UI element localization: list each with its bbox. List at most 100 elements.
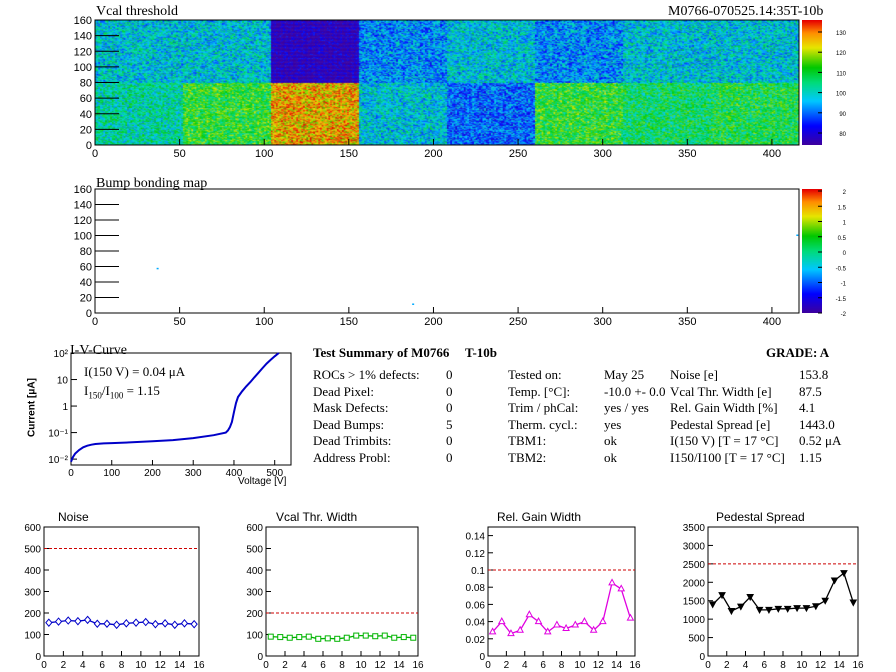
x-tick-label: 4	[80, 660, 86, 671]
data-point	[849, 599, 858, 607]
palette-label: -1	[841, 282, 847, 288]
summary-value: 1443.0	[799, 416, 835, 432]
data-point	[93, 619, 101, 629]
x-tick-label: 0	[92, 316, 98, 328]
summary-value: yes	[604, 416, 622, 432]
noise-plot-frame	[43, 526, 200, 657]
bump-defect-point	[156, 267, 159, 270]
x-tick-label: 0	[485, 660, 491, 671]
x-tick-label: 350	[678, 316, 696, 328]
y-tick-label: 20	[80, 293, 92, 305]
vcal-width-title: Vcal Thr. Width	[276, 510, 358, 524]
x-tick-label: 14	[393, 660, 405, 671]
palette-label: 120	[836, 51, 847, 57]
series-line	[270, 634, 414, 640]
x-tick-label: 0	[68, 468, 74, 479]
data-point	[765, 606, 773, 614]
data-point	[161, 619, 169, 628]
y-tick-label: 10⁻¹	[48, 429, 68, 440]
x-tick-label: 10	[355, 660, 367, 671]
data-point	[783, 605, 792, 613]
y-tick-label: 100	[246, 631, 263, 642]
vcal-threshold-heatmap	[95, 20, 799, 145]
x-tick-label: 16	[852, 660, 864, 671]
data-point	[305, 633, 312, 640]
y-tick-label: 0	[35, 652, 41, 663]
data-point	[45, 618, 53, 627]
data-point	[171, 620, 179, 630]
y-tick-label: 100	[24, 631, 41, 642]
palette-label: 1.5	[838, 205, 847, 211]
y-tick-label: 0	[699, 652, 705, 663]
gain-width-plot: 0 2 4 6 8 10 12 14 16 0 0.02 0.04 0.06 0.08 0.1 0.12 0.1…	[466, 526, 641, 671]
summary-label: Mask Defects:	[313, 400, 389, 416]
x-tick-label: 100	[255, 316, 273, 328]
data-point	[534, 617, 543, 625]
data-point	[718, 592, 726, 600]
summary-value: 0	[446, 400, 453, 416]
y-tick-label: 40	[80, 277, 92, 289]
series-line	[712, 572, 854, 612]
data-point	[840, 570, 848, 578]
summary-label: Address Probl:	[313, 450, 391, 465]
summary-label: Temp. [°C]:	[508, 383, 571, 399]
y-tick-label: 40	[80, 109, 92, 121]
x-tick-label: 6	[99, 660, 105, 671]
summary-grade: GRADE: A	[766, 345, 830, 360]
y-tick-label: 400	[24, 566, 41, 577]
data-point	[562, 623, 570, 631]
bump-defect-point	[796, 234, 799, 236]
x-tick-label: 12	[374, 660, 386, 671]
palette-label: 130	[836, 31, 847, 37]
data-point	[543, 627, 552, 635]
data-point	[286, 634, 293, 641]
data-point	[497, 617, 506, 625]
summary-value: 0	[446, 433, 453, 449]
data-point	[626, 613, 635, 621]
iv-ratio-sub-1: 150	[88, 390, 102, 401]
data-point	[755, 606, 764, 614]
summary-value: ok	[604, 433, 617, 449]
palette-label: 100	[836, 92, 847, 98]
y-tick-label: 100	[74, 62, 92, 74]
iv-ratio-base-2: I	[105, 383, 110, 398]
bump-map-title: Bump bonding map	[96, 176, 208, 191]
iv-annotation-current: I(150 V) = 0.04 μA	[84, 364, 186, 379]
x-tick-label: 300	[594, 316, 612, 328]
data-point	[353, 632, 360, 639]
bump-map-axes: 0 50 100 150 200 250 300 350 4000204060801001201…	[74, 184, 847, 328]
summary-value: 1.15	[799, 450, 822, 465]
x-tick-label: 6	[540, 660, 546, 671]
summary-label: Noise [e]	[670, 367, 719, 382]
x-tick-label: 6	[761, 660, 767, 671]
data-point	[811, 603, 820, 611]
palette-label: 2	[843, 190, 847, 196]
x-tick-label: 12	[155, 660, 167, 671]
data-point	[103, 619, 111, 629]
vcal-heatmap-frame	[94, 19, 800, 146]
data-point	[391, 634, 398, 641]
summary-label: ROCs > 1% defects:	[313, 367, 420, 382]
iv-xlabel: Voltage [V]	[238, 476, 287, 487]
data-point	[580, 617, 589, 625]
y-tick-label: 400	[246, 566, 263, 577]
summary-label: Vcal Thr. Width [e]	[670, 383, 772, 399]
x-tick-label: 6	[320, 660, 326, 671]
summary-value: ok	[604, 450, 617, 465]
data-point	[516, 625, 524, 633]
data-point	[343, 634, 350, 641]
y-tick-label: 0	[86, 140, 92, 152]
data-point	[802, 605, 811, 613]
y-tick-label: 300	[24, 588, 41, 599]
summary-value: -10.0 +- 0.0	[604, 383, 666, 399]
summary-label: Dead Bumps:	[313, 416, 385, 432]
palette-label: 1	[843, 221, 847, 227]
y-tick-label: 200	[24, 609, 41, 620]
iv-ratio-sub-2: 100	[109, 390, 124, 401]
x-tick-label: 8	[559, 660, 565, 671]
x-tick-label: 14	[174, 660, 186, 671]
data-point	[736, 603, 745, 611]
y-tick-label: 2500	[683, 560, 706, 571]
x-tick-label: 10	[796, 660, 808, 671]
data-point	[571, 620, 580, 628]
